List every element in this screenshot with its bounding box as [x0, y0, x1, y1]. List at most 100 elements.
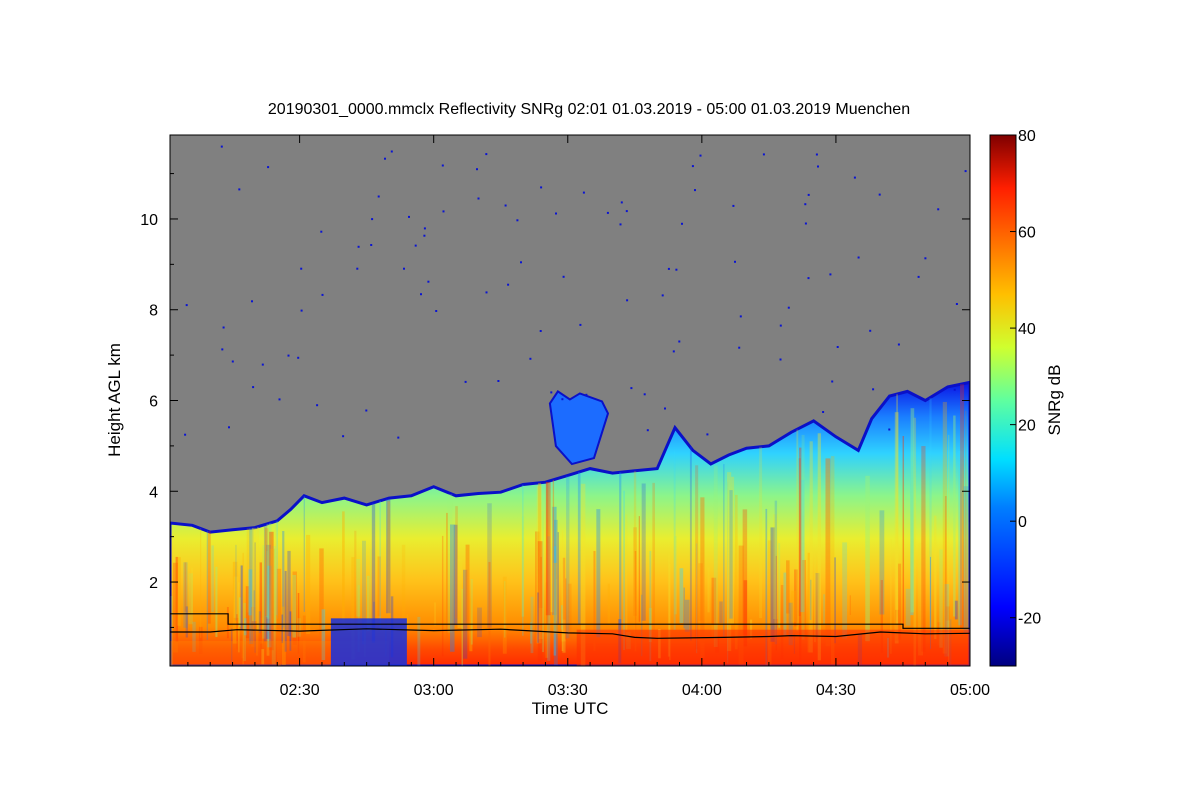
streak — [783, 572, 787, 637]
streak — [170, 596, 174, 666]
noise-dot — [732, 204, 735, 207]
noise-dot — [485, 291, 488, 294]
noise-dot — [829, 273, 832, 276]
streak — [540, 556, 542, 650]
x-tick-label: 04:30 — [816, 682, 856, 699]
streak — [825, 458, 831, 647]
noise-dot — [937, 208, 940, 211]
streak — [256, 627, 258, 656]
noise-dot — [267, 166, 270, 169]
noise-dot — [222, 326, 225, 329]
streak — [207, 531, 211, 624]
streak — [910, 408, 915, 613]
weak-echo-slot — [330, 618, 407, 666]
noise-dot — [357, 245, 360, 248]
x-tick-label: 05:00 — [950, 682, 990, 699]
streak — [944, 496, 947, 656]
streak — [669, 563, 671, 661]
streak — [944, 584, 950, 657]
streak — [890, 539, 892, 654]
streak — [354, 530, 357, 659]
colorbar-tick-label: 40 — [1018, 321, 1036, 338]
streak — [191, 567, 194, 614]
x-tick-label: 03:30 — [548, 682, 588, 699]
streak — [242, 552, 244, 665]
streak — [188, 573, 193, 625]
streak — [593, 550, 596, 651]
noise-dot — [646, 429, 649, 432]
streak — [488, 561, 491, 666]
streak — [453, 524, 458, 626]
streak — [457, 558, 463, 629]
streak — [244, 618, 248, 636]
noise-dot — [485, 153, 488, 156]
streak — [879, 510, 885, 615]
streak — [184, 562, 187, 612]
streak — [243, 603, 247, 662]
streak — [206, 530, 208, 640]
streak — [880, 580, 884, 653]
streak — [960, 384, 965, 629]
noise-dot — [423, 227, 426, 230]
noise-dot — [888, 428, 891, 431]
streak — [270, 548, 275, 625]
streak — [215, 566, 218, 637]
streak — [727, 481, 729, 664]
noise-dot — [804, 203, 807, 206]
streak — [172, 562, 178, 653]
noise-dot — [807, 193, 810, 196]
streak — [834, 557, 836, 644]
streak — [910, 461, 914, 616]
streak — [679, 568, 684, 624]
streak — [230, 628, 233, 664]
streak — [553, 546, 557, 656]
streak — [356, 559, 361, 617]
streak — [387, 501, 391, 615]
streak — [377, 556, 381, 617]
noise-dot — [955, 303, 958, 305]
streak — [814, 550, 816, 643]
streak — [561, 557, 566, 642]
noise-dot — [377, 195, 380, 198]
streak — [945, 606, 950, 621]
streak — [652, 482, 655, 631]
streak — [723, 464, 725, 639]
streak — [284, 570, 287, 652]
streak — [281, 614, 284, 644]
noise-dot — [320, 230, 323, 233]
streak — [667, 553, 670, 657]
cloud-echo-region — [170, 380, 970, 666]
noise-dot — [897, 343, 900, 346]
streak — [796, 429, 799, 631]
streak — [292, 574, 297, 638]
streak — [470, 578, 473, 645]
streak — [934, 515, 937, 639]
noise-dot — [606, 211, 609, 214]
streak — [738, 545, 744, 665]
noise-dot — [675, 268, 678, 271]
streak — [801, 434, 805, 640]
noise-dot — [579, 323, 582, 326]
streak — [530, 596, 534, 654]
streak — [711, 587, 714, 638]
streak — [765, 508, 768, 666]
streak — [895, 609, 900, 641]
streak — [562, 557, 566, 633]
streak — [684, 599, 690, 632]
streak — [535, 531, 540, 641]
streak — [775, 555, 777, 651]
noise-dot — [442, 210, 445, 213]
streak — [455, 506, 458, 619]
colorbar-tick-label: 0 — [1018, 514, 1027, 531]
streak — [778, 543, 781, 628]
noise-dot — [787, 306, 790, 309]
noise-dot — [420, 293, 422, 296]
noise-dot — [384, 157, 386, 160]
streak — [619, 472, 622, 626]
streak — [786, 560, 790, 614]
streak — [817, 433, 821, 661]
noise-dot — [539, 330, 542, 332]
streak — [849, 595, 851, 615]
colorbar-tick-label: 60 — [1018, 225, 1036, 242]
noise-dot — [516, 219, 519, 222]
